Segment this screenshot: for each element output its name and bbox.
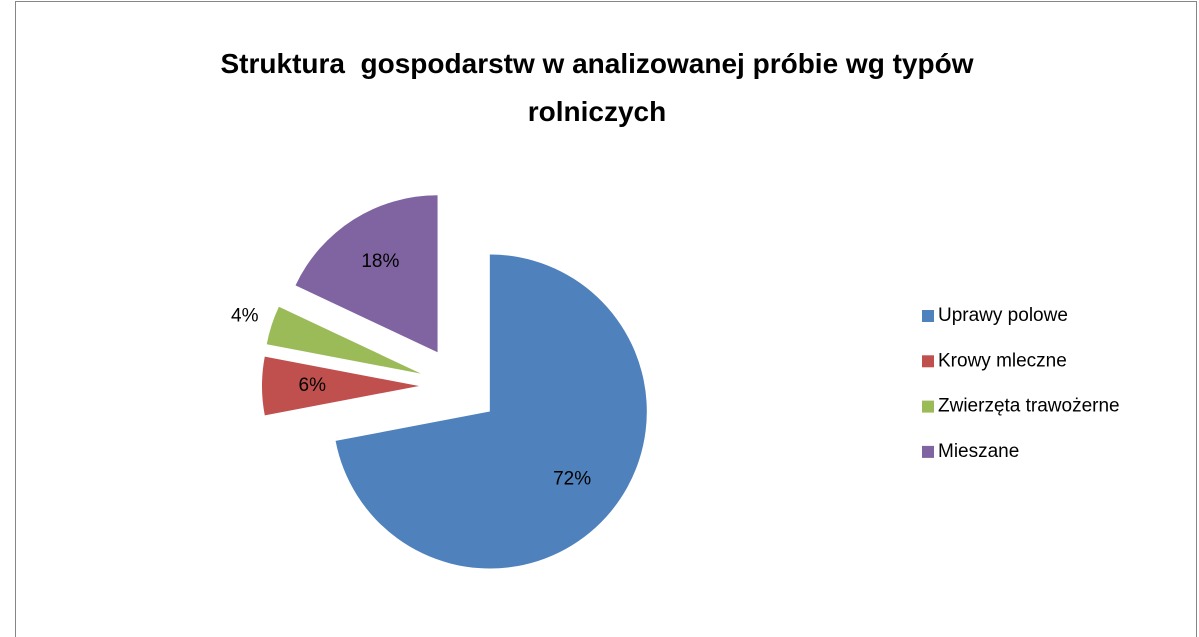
legend-label: Uprawy polowe <box>938 305 1068 326</box>
data-label: 4% <box>231 305 259 326</box>
pie-slice <box>262 356 419 416</box>
data-label: 6% <box>299 375 327 396</box>
legend-swatch <box>922 355 934 368</box>
legend-label: Zwierzęta trawożerne <box>938 396 1120 417</box>
data-label: 72% <box>553 469 591 490</box>
legend-swatch <box>922 445 934 458</box>
pie-slice <box>266 306 421 374</box>
legend-swatch <box>922 310 934 322</box>
legend-swatch <box>922 400 934 413</box>
legend-label: Krowy mleczne <box>938 350 1067 371</box>
pie-slice <box>335 254 647 569</box>
pie-slice <box>295 195 438 353</box>
chart-title: Struktura gospodarstw w analizowanej pró… <box>220 48 982 127</box>
legend-label: Mieszane <box>938 441 1019 462</box>
data-label: 18% <box>361 251 399 272</box>
